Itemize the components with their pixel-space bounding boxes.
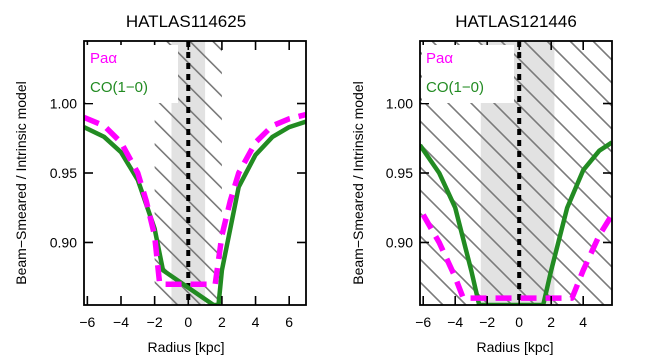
hatch-line xyxy=(154,234,222,305)
x-tick-label: −6 xyxy=(415,314,431,330)
y-tick-label: 1.00 xyxy=(50,96,77,112)
hatch-line xyxy=(420,188,536,305)
legend-entry: Paα xyxy=(90,50,117,67)
panel-title: HATLAS121446 xyxy=(455,12,577,31)
y-tick-label: 0.90 xyxy=(50,234,77,250)
legend-box xyxy=(422,45,514,103)
x-axis-label: Radius [kpc] xyxy=(147,339,224,355)
hatch-line xyxy=(189,41,222,75)
series-line xyxy=(420,213,612,301)
x-tick-label: −2 xyxy=(479,314,495,330)
x-tick-label: 0 xyxy=(515,314,523,330)
hatch-line xyxy=(420,257,467,305)
series-line xyxy=(420,140,612,305)
hatch-line xyxy=(616,41,651,305)
legend-entry: Paα xyxy=(426,50,453,67)
x-tick-label: 2 xyxy=(547,314,555,330)
x-tick-label: −4 xyxy=(113,314,129,330)
hatch-line xyxy=(154,165,222,236)
y-tick-label: 0.95 xyxy=(50,165,77,181)
panel-hatlas114625: HATLAS114625 Beam−Smeared / Intrinsic mo… xyxy=(13,12,307,355)
hatch-line xyxy=(154,257,202,305)
hatch-line xyxy=(154,211,222,282)
hatch-line xyxy=(166,41,222,98)
y-axis-label: Beam−Smeared / Intrinsic model xyxy=(350,81,366,284)
x-tick-label: 2 xyxy=(218,314,226,330)
legend: Paα CO(1−0) xyxy=(86,45,178,103)
panel-title: HATLAS114625 xyxy=(126,12,246,31)
x-tick-label: −6 xyxy=(79,314,95,330)
hatch-line xyxy=(592,41,612,62)
x-tick-label: −2 xyxy=(147,314,163,330)
hatch-line xyxy=(420,96,612,292)
panel-hatlas121446: HATLAS121446 Beam−Smeared / Intrinsic mo… xyxy=(350,12,651,355)
x-tick-label: 0 xyxy=(184,314,192,330)
legend: Paα CO(1−0) xyxy=(422,45,514,103)
x-axis-label: Radius [kpc] xyxy=(476,339,553,355)
hatch-line xyxy=(154,142,222,213)
y-tick-label: 0.90 xyxy=(386,234,413,250)
hatch-line xyxy=(420,142,582,305)
hatch-line xyxy=(546,41,612,108)
y-axis-label: Beam−Smeared / Intrinsic model xyxy=(13,81,29,284)
x-tick-label: 4 xyxy=(579,314,587,330)
x-tick-label: 6 xyxy=(285,314,293,330)
series-line xyxy=(84,111,306,287)
hatch-line xyxy=(523,41,612,131)
hatch-line xyxy=(154,119,222,190)
x-tick-label: 4 xyxy=(252,314,260,330)
legend-entry: CO(1−0) xyxy=(426,79,484,96)
legend-box xyxy=(86,45,178,103)
y-tick-label: 0.95 xyxy=(386,165,413,181)
hatch-line xyxy=(500,41,612,154)
y-tick-label: 1.00 xyxy=(386,96,413,112)
hatch-line xyxy=(420,119,605,305)
series-line xyxy=(84,119,306,305)
x-tick-label: −4 xyxy=(447,314,463,330)
legend-entry: CO(1−0) xyxy=(90,79,148,96)
